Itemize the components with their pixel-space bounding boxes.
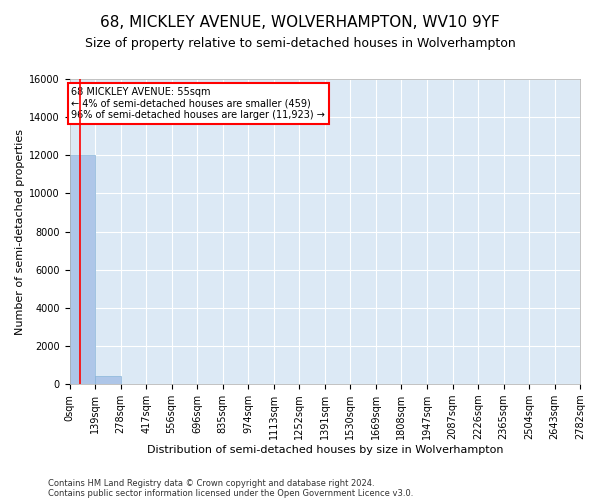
X-axis label: Distribution of semi-detached houses by size in Wolverhampton: Distribution of semi-detached houses by … <box>146 445 503 455</box>
Bar <box>70 156 95 384</box>
Bar <box>95 376 121 384</box>
Text: 68 MICKLEY AVENUE: 55sqm
← 4% of semi-detached houses are smaller (459)
96% of s: 68 MICKLEY AVENUE: 55sqm ← 4% of semi-de… <box>71 86 325 120</box>
Text: Contains public sector information licensed under the Open Government Licence v3: Contains public sector information licen… <box>48 488 413 498</box>
Text: Contains HM Land Registry data © Crown copyright and database right 2024.: Contains HM Land Registry data © Crown c… <box>48 478 374 488</box>
Y-axis label: Number of semi-detached properties: Number of semi-detached properties <box>15 128 25 334</box>
Text: 68, MICKLEY AVENUE, WOLVERHAMPTON, WV10 9YF: 68, MICKLEY AVENUE, WOLVERHAMPTON, WV10 … <box>100 15 500 30</box>
Text: Size of property relative to semi-detached houses in Wolverhampton: Size of property relative to semi-detach… <box>85 38 515 51</box>
